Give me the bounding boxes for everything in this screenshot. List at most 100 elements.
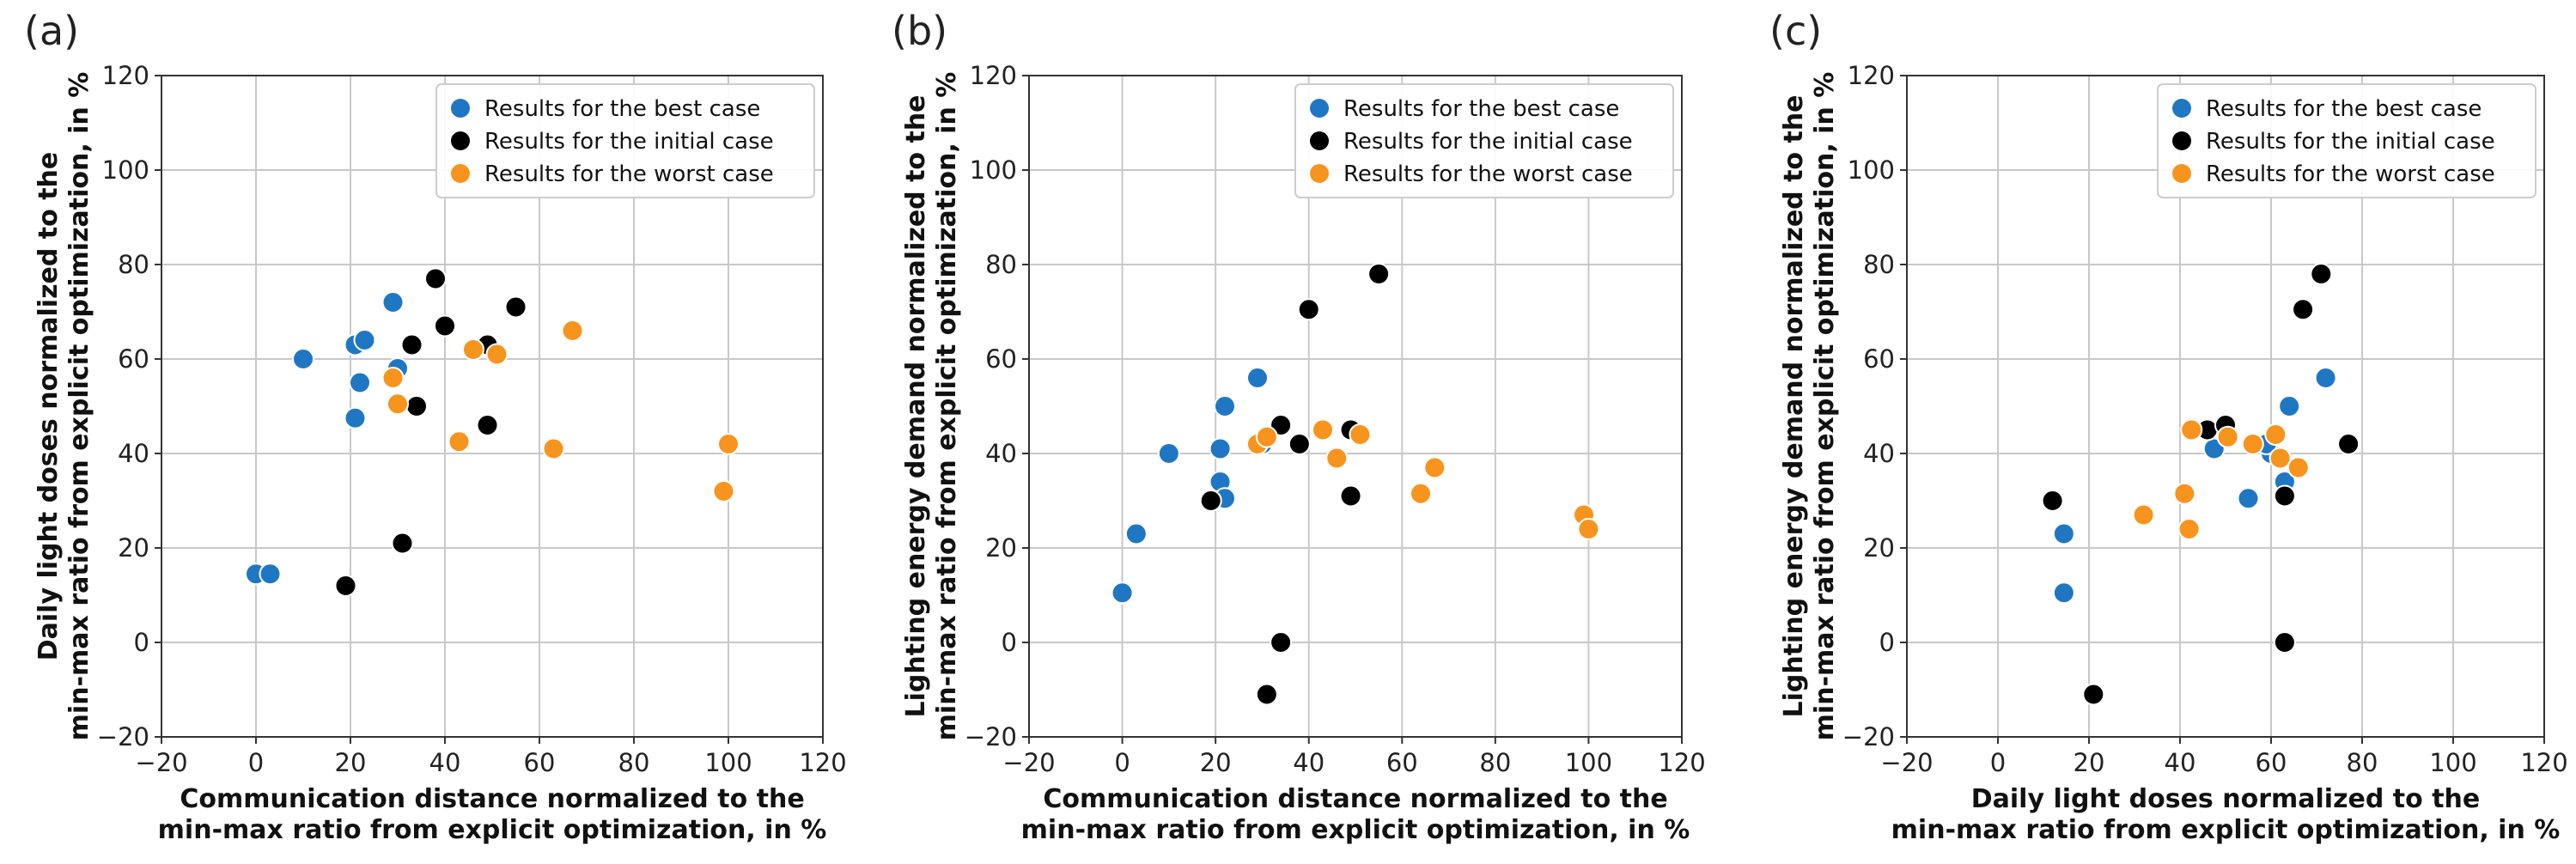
data-point-initial <box>1270 631 1293 654</box>
x-tick-label: 60 <box>2256 748 2287 777</box>
x-tick-label: 20 <box>335 748 367 777</box>
data-point-worst <box>387 392 409 416</box>
x-tick-label: −20 <box>1880 748 1933 777</box>
data-point-initial <box>1255 683 1278 706</box>
legend-label: Results for the best case <box>2206 96 2482 122</box>
y-tick-label: 60 <box>1863 344 1895 374</box>
x-tick-label: 60 <box>524 748 556 777</box>
data-point-worst <box>2268 447 2292 470</box>
data-point-best <box>1209 437 1232 460</box>
y-tick-label: 80 <box>118 250 149 279</box>
legend-label: Results for the initial case <box>2206 129 2495 155</box>
data-point-worst <box>1255 425 1278 448</box>
data-point-worst <box>462 338 484 361</box>
series-worst <box>1246 418 1600 540</box>
y-tick-label: 0 <box>1879 628 1895 657</box>
legend-marker-best <box>1310 99 1329 118</box>
panel-label: (c) <box>1769 8 1822 54</box>
x-axis-label: min-max ratio from explicit optimization… <box>1021 815 1690 845</box>
legend-marker-worst <box>451 164 470 183</box>
legend-label: Results for the initial case <box>484 129 774 155</box>
data-point-best <box>1111 581 1134 605</box>
data-point-best <box>353 329 376 351</box>
x-tick-label: 80 <box>1479 748 1511 777</box>
x-tick-label: 0 <box>248 748 264 777</box>
x-tick-label: 0 <box>1114 748 1130 777</box>
data-point-best <box>1157 442 1180 465</box>
legend-box <box>1294 83 1674 198</box>
legend-label: Results for the initial case <box>1343 129 1633 155</box>
data-point-best <box>1246 367 1269 389</box>
chart-panel-c: −20−20 0 0 20 20 40 40 60 60 80 80 100 100 120 120 (c) D… <box>1769 8 2568 845</box>
data-point-best <box>1124 522 1148 545</box>
data-point-initial <box>2041 490 2064 512</box>
y-axis-label: Daily light doses normalized to the <box>33 152 64 661</box>
data-point-initial <box>2082 683 2105 706</box>
data-point-initial <box>334 575 357 597</box>
data-point-worst <box>2180 418 2203 441</box>
x-tick-label: 120 <box>2520 748 2567 777</box>
legend: Results for the best case Results for the… <box>2157 83 2536 198</box>
legend: Results for the best case Results for the… <box>1294 83 1674 198</box>
x-tick-label: 80 <box>618 748 650 777</box>
data-point-worst <box>1410 482 1432 505</box>
legend-marker-initial <box>2172 131 2191 150</box>
data-point-worst <box>2132 503 2155 526</box>
y-tick-label: 120 <box>102 61 149 90</box>
data-point-initial <box>2292 298 2315 321</box>
chart-panel-b: −20−20 0 0 20 20 40 40 60 60 80 80 100 100 120 120 (b) C… <box>892 8 1706 845</box>
data-point-worst <box>485 343 509 366</box>
x-tick-label: 20 <box>2074 748 2105 777</box>
data-point-worst <box>2216 425 2239 448</box>
data-point-initial <box>2273 631 2296 654</box>
x-tick-label: 0 <box>1990 748 2006 777</box>
x-tick-label: 60 <box>1386 748 1418 777</box>
y-tick-label: 60 <box>118 344 149 374</box>
data-point-best <box>344 406 367 429</box>
series-best <box>1111 367 1274 605</box>
data-point-initial <box>2310 263 2333 285</box>
data-point-initial <box>1367 263 1391 285</box>
data-point-worst <box>712 480 735 502</box>
x-axis-label: min-max ratio from explicit optimization… <box>1891 815 2561 845</box>
data-point-initial <box>424 267 447 290</box>
y-tick-label: 100 <box>1848 155 1895 185</box>
data-point-worst <box>1312 418 1334 441</box>
data-point-best <box>2052 522 2075 545</box>
series-best <box>2052 367 2337 605</box>
legend-marker-worst <box>1310 164 1329 183</box>
data-point-initial <box>1199 490 1222 512</box>
y-tick-label: 120 <box>970 61 1017 90</box>
data-point-worst <box>381 367 405 389</box>
y-tick-label: 40 <box>985 439 1017 468</box>
y-tick-label: 40 <box>1863 439 1895 468</box>
y-tick-label: 40 <box>118 439 149 468</box>
legend-marker-best <box>451 99 470 118</box>
y-tick-label: −20 <box>97 722 149 751</box>
legend-marker-best <box>2172 99 2191 118</box>
x-tick-label: 80 <box>2347 748 2378 777</box>
data-point-best <box>2237 487 2260 510</box>
x-tick-label: 40 <box>2165 748 2196 777</box>
y-tick-label: −20 <box>965 722 1017 751</box>
panel-label: (b) <box>892 8 947 54</box>
y-axis-label: Lighting energy demand normalized to the <box>901 94 931 717</box>
chart-panel-a: −20−20 0 0 20 20 40 40 60 60 80 80 100 100 120 120 (a) C… <box>24 8 847 845</box>
data-point-best <box>2278 395 2301 417</box>
plot-frame <box>1906 75 2545 738</box>
y-axis-label: min-max ratio from explicit optimization… <box>1810 72 1840 741</box>
series-best <box>245 291 409 586</box>
data-point-initial <box>1288 433 1311 455</box>
x-tick-label: 120 <box>1658 748 1705 777</box>
y-tick-label: 100 <box>102 155 149 185</box>
data-point-best <box>259 563 282 586</box>
y-tick-label: 0 <box>134 628 149 657</box>
data-point-best <box>2314 367 2337 389</box>
series-worst <box>381 319 740 502</box>
data-point-initial <box>400 333 423 356</box>
y-tick-label: −20 <box>1842 722 1895 751</box>
x-tick-label: 100 <box>704 748 752 777</box>
data-point-worst <box>2287 456 2310 479</box>
y-tick-label: 20 <box>1863 533 1895 563</box>
